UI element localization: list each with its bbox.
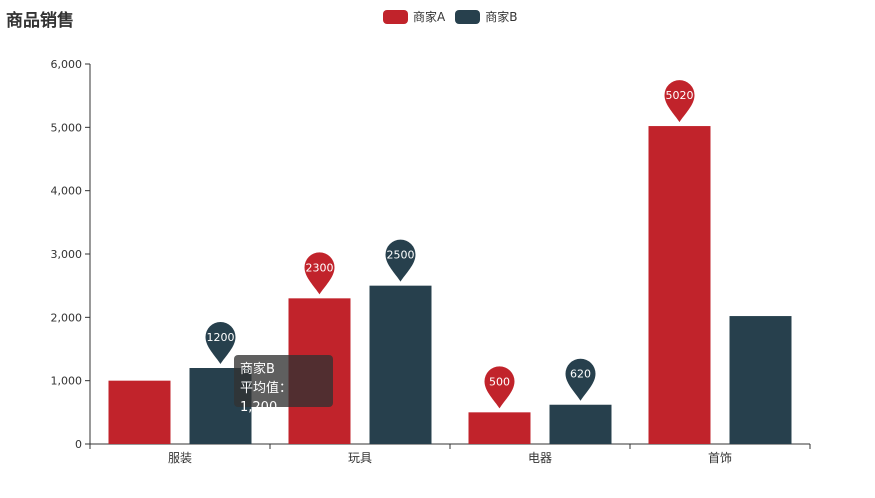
bar[interactable] bbox=[729, 316, 792, 444]
legend-label-merchant-b: 商家B bbox=[485, 10, 518, 24]
mark-point-label: 2500 bbox=[387, 249, 415, 262]
x-tick-label: 服装 bbox=[168, 451, 192, 465]
y-tick-label: 3,000 bbox=[51, 248, 83, 261]
y-tick-label: 1,000 bbox=[51, 375, 83, 388]
bar[interactable] bbox=[549, 404, 612, 444]
mark-point-pin bbox=[385, 239, 416, 282]
mark-point-pin bbox=[565, 358, 596, 401]
x-tick-label: 首饰 bbox=[708, 451, 732, 465]
tooltip-value: 平均值：1,200 bbox=[240, 381, 293, 415]
mark-point-pin bbox=[664, 80, 695, 123]
bar[interactable] bbox=[648, 126, 711, 445]
bar[interactable] bbox=[108, 380, 171, 444]
mark-point-pin bbox=[304, 252, 335, 295]
chart-title: 商品销售 bbox=[6, 11, 74, 31]
mark-point-label: 500 bbox=[489, 375, 510, 388]
legend-swatch-merchant-b bbox=[455, 9, 481, 24]
mark-point-label: 5020 bbox=[666, 89, 694, 102]
mark-point-pin bbox=[484, 366, 515, 409]
legend: 商家A 商家B bbox=[383, 8, 527, 25]
mark-point-label: 2300 bbox=[306, 261, 334, 274]
y-tick-label: 5,000 bbox=[51, 121, 83, 134]
x-tick-label: 玩具 bbox=[348, 451, 372, 465]
tooltip-series: 商家B bbox=[240, 362, 275, 377]
legend-label-merchant-a: 商家A bbox=[413, 10, 446, 24]
bar[interactable] bbox=[369, 285, 432, 444]
legend-item-merchant-b[interactable]: 商家B bbox=[455, 8, 517, 25]
y-tick-label: 2,000 bbox=[51, 311, 83, 324]
y-tick-label: 6,000 bbox=[51, 58, 83, 71]
y-tick-label: 4,000 bbox=[51, 185, 83, 198]
mark-point-label: 1200 bbox=[207, 331, 235, 344]
legend-swatch-merchant-a bbox=[383, 9, 408, 24]
mark-point-pin bbox=[205, 322, 236, 364]
x-tick-label: 电器 bbox=[528, 451, 552, 465]
mark-point-label: 620 bbox=[570, 368, 591, 381]
legend-item-merchant-a[interactable]: 商家A bbox=[383, 8, 445, 25]
bar[interactable] bbox=[468, 412, 531, 444]
tooltip: 商家B 平均值：1,200 bbox=[234, 355, 333, 415]
y-tick-label: 0 bbox=[75, 438, 82, 451]
